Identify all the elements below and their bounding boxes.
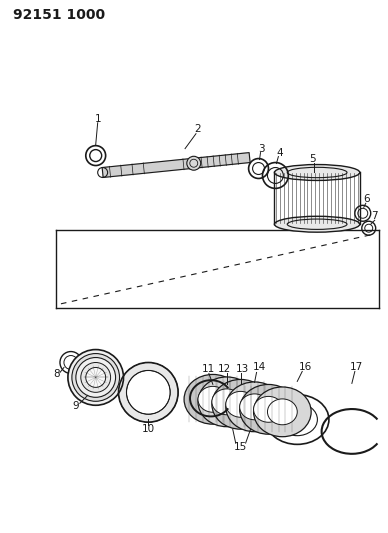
Circle shape [76,358,116,397]
Text: 8: 8 [54,369,60,379]
Circle shape [81,362,111,392]
Ellipse shape [240,384,297,434]
Text: 2: 2 [195,124,201,134]
Text: 14: 14 [253,362,266,373]
Ellipse shape [212,379,269,429]
Ellipse shape [226,391,256,417]
Circle shape [187,156,201,170]
Text: 12: 12 [218,365,231,375]
Ellipse shape [184,375,242,424]
Ellipse shape [254,397,283,422]
Ellipse shape [254,387,311,437]
Text: 10: 10 [142,424,155,434]
Wedge shape [119,362,178,422]
Text: 1: 1 [94,114,101,124]
Ellipse shape [198,377,256,427]
Text: 5: 5 [309,154,315,164]
Text: 16: 16 [299,362,312,373]
Text: 6: 6 [364,195,370,204]
Ellipse shape [240,394,269,420]
Polygon shape [102,152,250,177]
Circle shape [72,353,120,401]
Ellipse shape [274,216,360,232]
Text: 3: 3 [258,143,265,154]
Text: 92151 1000: 92151 1000 [13,9,106,22]
Circle shape [86,367,106,387]
Text: 4: 4 [276,148,283,158]
Ellipse shape [212,389,242,415]
Ellipse shape [226,382,283,432]
Ellipse shape [198,386,228,412]
Text: 15: 15 [234,442,247,452]
Text: 7: 7 [371,211,378,221]
Text: 11: 11 [202,365,215,375]
Ellipse shape [274,165,360,181]
Text: 13: 13 [236,365,249,375]
Text: 9: 9 [73,401,79,411]
Text: 17: 17 [350,362,364,373]
Circle shape [68,350,123,405]
Ellipse shape [267,399,297,425]
